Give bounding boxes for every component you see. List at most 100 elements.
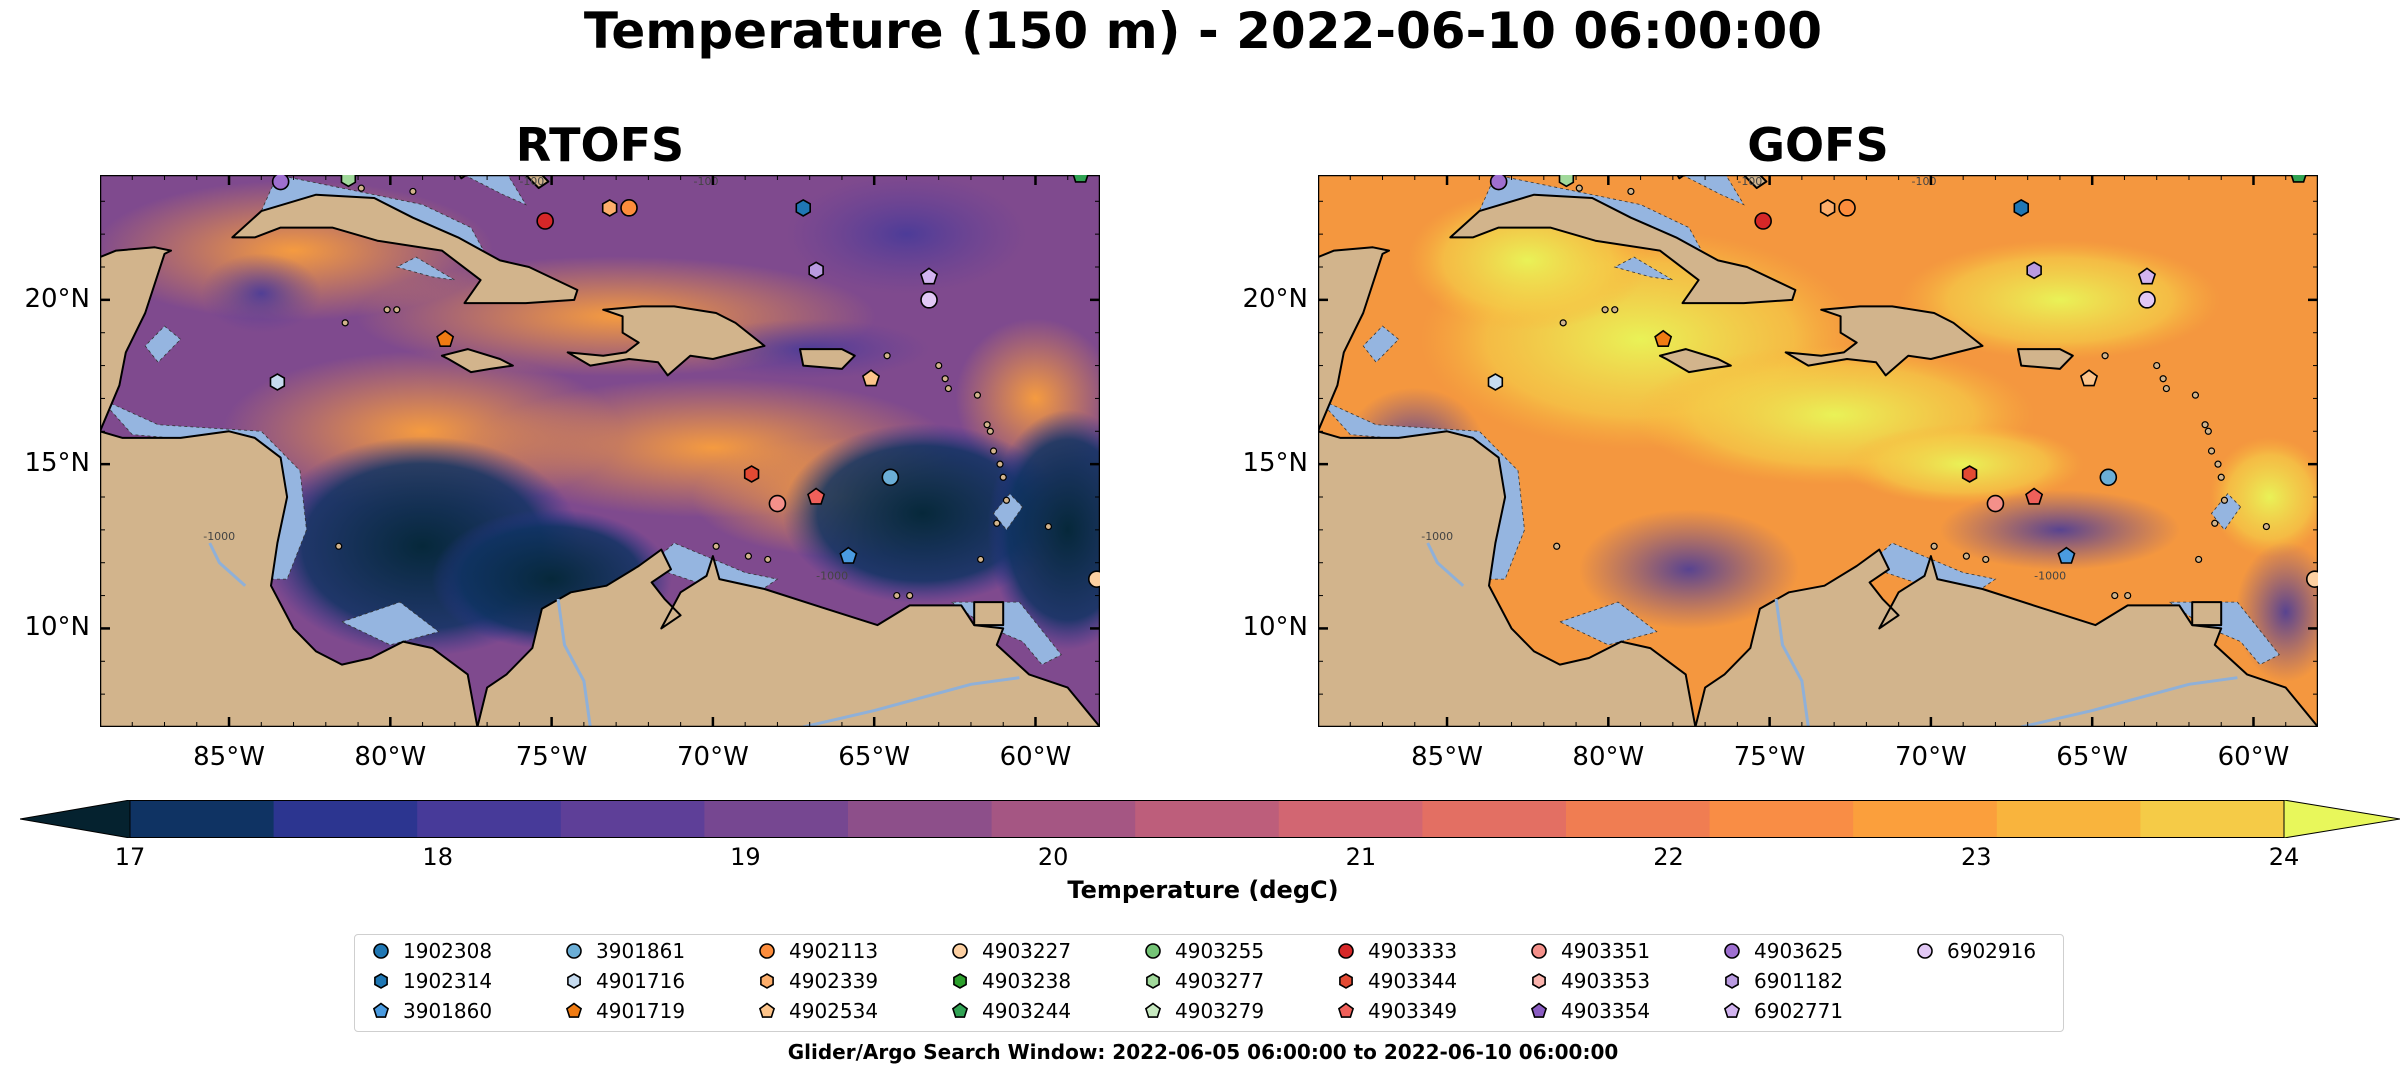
platform-marker[interactable] [269, 373, 286, 391]
legend-item: 1902314 [371, 969, 492, 993]
lat-tick-label: 15°N [1242, 448, 1308, 479]
colorbar-segment [1853, 800, 1998, 838]
legend-marker-icon [565, 1002, 583, 1018]
legend-item: 6901182 [1722, 969, 1843, 993]
contour-label: -1000 [816, 569, 848, 582]
legend-marker-icon [1725, 973, 1739, 989]
platform-marker[interactable] [2079, 369, 2099, 387]
colorbar-segment [1135, 800, 1280, 838]
colorbar-over-triangle [2283, 800, 2400, 838]
figure-title: Temperature (150 m) - 2022-06-10 06:00:0… [583, 2, 1823, 60]
platform-marker[interactable] [2057, 546, 2076, 564]
legend-marker-icon [566, 943, 582, 959]
legend-label: 4903354 [1561, 999, 1651, 1023]
platform-marker[interactable] [1489, 175, 1508, 191]
legend-item: 4903349 [1336, 999, 1457, 1023]
colorbar-segment [704, 800, 849, 838]
legend-label: 4903244 [982, 999, 1072, 1023]
platform-marker[interactable] [1072, 175, 1089, 183]
lon-tick-label: 80°W [354, 742, 427, 772]
legend-item: 4903344 [1336, 969, 1457, 993]
legend-label: 4903344 [1368, 969, 1458, 993]
legend-item: 6902916 [1915, 939, 2036, 963]
platform-marker[interactable] [1961, 465, 1978, 483]
platform-marker[interactable] [2138, 291, 2156, 309]
contour-label: -1000 [2034, 569, 2066, 582]
legend-label: 3901860 [403, 999, 493, 1023]
panel-title-rtofs: RTOFS [515, 118, 685, 172]
legend-item: 4903351 [1529, 939, 1650, 963]
platform-marker[interactable] [2013, 198, 2030, 217]
lon-tick-label: 80°W [1572, 742, 1645, 772]
colorbar-tick: 18 [422, 843, 453, 871]
legend-label: 4903353 [1561, 969, 1651, 993]
platform-marker[interactable] [1986, 494, 2005, 513]
platform-marker[interactable] [601, 198, 618, 217]
lat-tick-label: 20°N [24, 283, 90, 314]
platform-marker[interactable] [795, 198, 812, 217]
platform-marker[interactable] [1087, 570, 1100, 588]
lon-tick-label: 65°W [838, 742, 911, 772]
platform-marker[interactable] [2137, 267, 2157, 285]
legend-item: 4902113 [757, 939, 878, 963]
contour-label: -100 [519, 175, 544, 188]
platform-marker[interactable] [1838, 199, 1856, 217]
legend-marker-icon [953, 973, 967, 989]
colorbar-tick: 22 [1653, 843, 1684, 871]
contour-label: -100 [1912, 175, 1937, 188]
legend-item: 4903353 [1529, 969, 1650, 993]
platform-marker[interactable] [861, 369, 881, 387]
platform-marker[interactable] [919, 267, 939, 285]
platform-marker[interactable] [839, 546, 858, 564]
contour-label: -1000 [203, 530, 235, 543]
search-window-caption: Glider/Argo Search Window: 2022-06-05 06… [787, 1040, 1619, 1064]
legend-marker-icon [374, 973, 388, 989]
lon-tick-label: 75°W [515, 742, 588, 772]
legend-item: 4903333 [1336, 939, 1457, 963]
platform-marker[interactable] [340, 175, 357, 188]
legend-marker-icon [567, 973, 581, 989]
legend-item: 4901716 [564, 969, 685, 993]
platform-marker[interactable] [920, 291, 938, 309]
legend-label: 4901716 [596, 969, 686, 993]
platform-marker[interactable] [271, 175, 290, 191]
colorbar-segment [991, 800, 1136, 838]
platform-marker[interactable] [436, 329, 455, 347]
platform-marker[interactable] [881, 468, 900, 487]
legend-label: 6902771 [1754, 999, 1844, 1023]
platform-marker[interactable] [1754, 212, 1772, 230]
platform-marker[interactable] [743, 465, 760, 483]
platform-marker[interactable] [768, 494, 787, 513]
platform-marker[interactable] [2290, 175, 2307, 183]
legend-marker-icon [373, 943, 389, 959]
colorbar-segment [1566, 800, 1711, 838]
legend-marker-icon [1723, 1002, 1741, 1018]
platform-marker[interactable] [536, 212, 554, 230]
platform-marker[interactable] [2025, 487, 2044, 505]
platform-marker[interactable] [2099, 468, 2118, 487]
platform-marker[interactable] [807, 487, 826, 505]
platform-marker[interactable] [1819, 198, 1836, 217]
legend-label: 1902308 [403, 939, 493, 963]
legend-item: 4901719 [564, 999, 685, 1023]
platform-marker[interactable] [1654, 329, 1673, 347]
colorbar-tick: 20 [1037, 843, 1069, 871]
legend-marker-icon [1145, 943, 1161, 959]
rtofs-map[interactable]: -100 -100 -1000 -1000 [100, 175, 1100, 727]
legend-marker-icon [1144, 1002, 1162, 1018]
legend-label: 4903277 [1175, 969, 1265, 993]
legend-item: 6902771 [1722, 999, 1843, 1023]
legend-marker-icon [1917, 943, 1933, 959]
legend-label: 4901719 [596, 999, 686, 1023]
platform-marker[interactable] [1487, 373, 1504, 391]
legend-item: 4902339 [757, 969, 878, 993]
platform-marker[interactable] [808, 261, 824, 280]
gofs-map[interactable]: -100 -100 -1000 -1000 [1318, 175, 2318, 727]
platform-marker[interactable] [620, 199, 638, 217]
platform-marker[interactable] [2026, 261, 2042, 280]
legend-marker-icon [951, 1002, 969, 1018]
legend-marker-icon [372, 1002, 390, 1018]
platform-marker[interactable] [2305, 570, 2318, 588]
platform-marker[interactable] [1558, 175, 1575, 188]
lon-tick-label: 65°W [2056, 742, 2129, 772]
